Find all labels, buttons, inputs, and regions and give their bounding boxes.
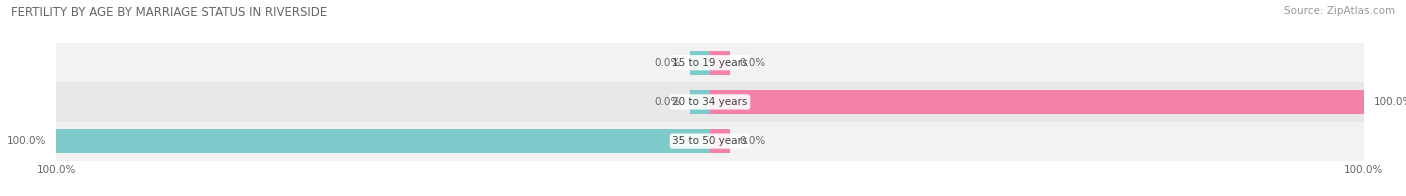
Text: 0.0%: 0.0% (740, 136, 766, 146)
Bar (690, 51, 710, 75)
Text: Source: ZipAtlas.com: Source: ZipAtlas.com (1284, 6, 1395, 16)
Text: 100.0%: 100.0% (7, 136, 46, 146)
Bar (56, 122, 1364, 161)
Text: 0.0%: 0.0% (654, 97, 681, 107)
Bar (710, 129, 730, 153)
Bar (690, 90, 710, 114)
Text: 15 to 19 years: 15 to 19 years (672, 58, 748, 68)
Text: FERTILITY BY AGE BY MARRIAGE STATUS IN RIVERSIDE: FERTILITY BY AGE BY MARRIAGE STATUS IN R… (11, 6, 328, 19)
Bar (710, 90, 1364, 114)
Text: 35 to 50 years: 35 to 50 years (672, 136, 748, 146)
Bar (56, 82, 1364, 122)
Bar (710, 51, 730, 75)
Text: 0.0%: 0.0% (740, 58, 766, 68)
Bar (56, 43, 1364, 82)
Text: 100.0%: 100.0% (1374, 97, 1406, 107)
Bar (56, 129, 710, 153)
Text: 0.0%: 0.0% (654, 58, 681, 68)
Text: 20 to 34 years: 20 to 34 years (672, 97, 748, 107)
